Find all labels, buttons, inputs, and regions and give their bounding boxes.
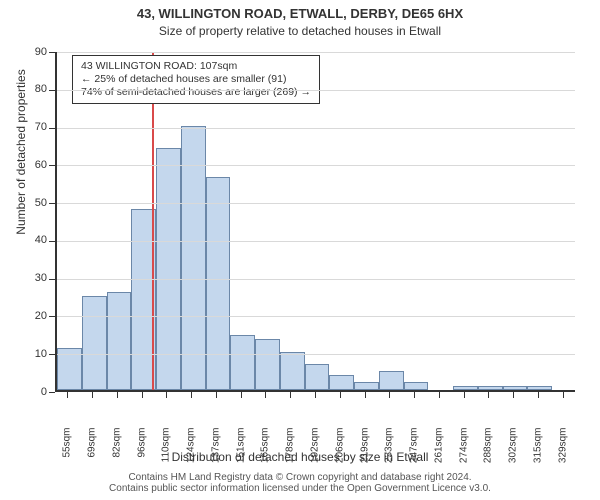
- x-tick: [340, 392, 341, 398]
- bar: [453, 386, 478, 390]
- bar: [329, 375, 354, 390]
- annotation-line2: ← 25% of detached houses are smaller (91…: [81, 73, 311, 86]
- bar: [354, 382, 379, 390]
- x-tick: [216, 392, 217, 398]
- footer-line2: Contains public sector information licen…: [0, 483, 600, 494]
- x-tick-label: 165sqm: [260, 428, 271, 478]
- y-tick-label: 60: [17, 159, 47, 171]
- bar: [206, 177, 231, 390]
- bar: [107, 292, 132, 390]
- y-tick-label: 40: [17, 234, 47, 246]
- y-tick: [49, 316, 55, 317]
- y-tick: [49, 392, 55, 393]
- x-tick-label: 219sqm: [359, 428, 370, 478]
- bar: [255, 339, 280, 390]
- y-tick: [49, 279, 55, 280]
- y-tick: [49, 165, 55, 166]
- grid-line: [57, 90, 575, 91]
- bar: [478, 386, 503, 390]
- x-tick-label: 233sqm: [384, 428, 395, 478]
- bar: [82, 296, 107, 390]
- x-tick-label: 247sqm: [409, 428, 420, 478]
- grid-line: [57, 203, 575, 204]
- x-tick: [414, 392, 415, 398]
- y-tick: [49, 203, 55, 204]
- x-tick-label: 151sqm: [235, 428, 246, 478]
- bar: [280, 352, 305, 390]
- x-tick-label: 55sqm: [62, 428, 73, 478]
- annotation-box: 43 WILLINGTON ROAD: 107sqm ← 25% of deta…: [72, 55, 320, 104]
- grid-line: [57, 52, 575, 53]
- y-tick-label: 20: [17, 310, 47, 322]
- y-tick-label: 70: [17, 121, 47, 133]
- x-tick-label: 329sqm: [557, 428, 568, 478]
- figure: 43, WILLINGTON ROAD, ETWALL, DERBY, DE65…: [0, 0, 600, 500]
- x-tick-label: 82sqm: [111, 428, 122, 478]
- chart-subtitle: Size of property relative to detached ho…: [0, 24, 600, 38]
- x-tick: [166, 392, 167, 398]
- grid-line: [57, 128, 575, 129]
- y-tick-label: 50: [17, 197, 47, 209]
- x-tick: [538, 392, 539, 398]
- x-tick-label: 315sqm: [532, 428, 543, 478]
- x-tick: [389, 392, 390, 398]
- x-tick-label: 69sqm: [87, 428, 98, 478]
- x-tick-label: 274sqm: [458, 428, 469, 478]
- annotation-line1: 43 WILLINGTON ROAD: 107sqm: [81, 60, 311, 73]
- y-tick-label: 90: [17, 46, 47, 58]
- x-tick: [290, 392, 291, 398]
- x-tick: [142, 392, 143, 398]
- x-tick: [563, 392, 564, 398]
- bar: [230, 335, 255, 390]
- bar: [379, 371, 404, 390]
- chart-title: 43, WILLINGTON ROAD, ETWALL, DERBY, DE65…: [0, 6, 600, 21]
- x-tick: [92, 392, 93, 398]
- grid-line: [57, 354, 575, 355]
- annotation-line3: 74% of semi-detached houses are larger (…: [81, 86, 311, 99]
- y-tick: [49, 354, 55, 355]
- x-tick-label: 302sqm: [508, 428, 519, 478]
- y-tick: [49, 128, 55, 129]
- x-tick: [315, 392, 316, 398]
- y-tick-label: 0: [17, 386, 47, 398]
- x-tick: [488, 392, 489, 398]
- x-tick: [439, 392, 440, 398]
- bar: [527, 386, 552, 390]
- x-tick-label: 178sqm: [285, 428, 296, 478]
- y-tick-label: 30: [17, 272, 47, 284]
- grid-line: [57, 279, 575, 280]
- y-tick-label: 80: [17, 83, 47, 95]
- x-tick: [464, 392, 465, 398]
- y-tick: [49, 90, 55, 91]
- x-tick-label: 192sqm: [310, 428, 321, 478]
- bar: [503, 386, 528, 390]
- y-tick: [49, 241, 55, 242]
- grid-line: [57, 241, 575, 242]
- x-tick-label: 96sqm: [136, 428, 147, 478]
- plot-area: 43 WILLINGTON ROAD: 107sqm ← 25% of deta…: [55, 52, 575, 392]
- x-tick-label: 124sqm: [186, 428, 197, 478]
- bar: [305, 364, 330, 390]
- grid-line: [57, 316, 575, 317]
- y-tick: [49, 52, 55, 53]
- y-tick-label: 10: [17, 348, 47, 360]
- x-tick: [67, 392, 68, 398]
- x-tick: [191, 392, 192, 398]
- x-tick-label: 110sqm: [161, 428, 172, 478]
- x-tick: [241, 392, 242, 398]
- x-tick-label: 288sqm: [483, 428, 494, 478]
- x-tick: [365, 392, 366, 398]
- x-tick-label: 261sqm: [433, 428, 444, 478]
- x-tick: [513, 392, 514, 398]
- bar: [404, 382, 429, 390]
- x-tick-label: 137sqm: [210, 428, 221, 478]
- x-tick: [265, 392, 266, 398]
- x-tick-label: 206sqm: [334, 428, 345, 478]
- x-tick: [117, 392, 118, 398]
- grid-line: [57, 165, 575, 166]
